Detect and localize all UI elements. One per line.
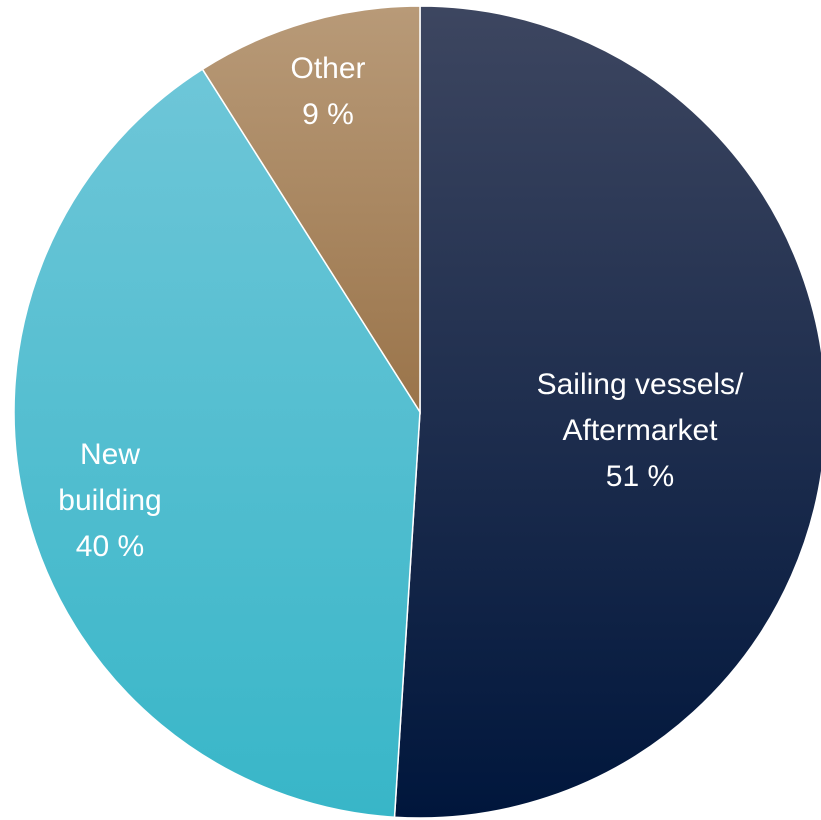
pie-slice-1 (13, 68, 421, 818)
slice-name-line: New (80, 438, 140, 471)
slice-label-0: Sailing vessels/Aftermarket 51 % (537, 368, 744, 493)
pie-slice-2 (201, 5, 421, 415)
slice-value-label: 51 % (606, 460, 674, 493)
pie-labels: Sailing vessels/Aftermarket 51 % New buildi… (58, 52, 744, 563)
slice-label-2: Other 9 % (290, 52, 365, 131)
pie-slice-0 (393, 5, 821, 819)
slice-label-1: New building 40 % (58, 438, 161, 563)
slice-value-label: 9 % (302, 98, 354, 131)
slice-name-line: building (58, 484, 161, 517)
slice-name-line: Sailing vessels/ (537, 368, 744, 401)
slice-value-label: 40 % (76, 530, 144, 563)
slice-name-line: Aftermarket (562, 414, 718, 447)
slice-name-line: Other (290, 52, 365, 85)
pie-slices (13, 5, 821, 819)
